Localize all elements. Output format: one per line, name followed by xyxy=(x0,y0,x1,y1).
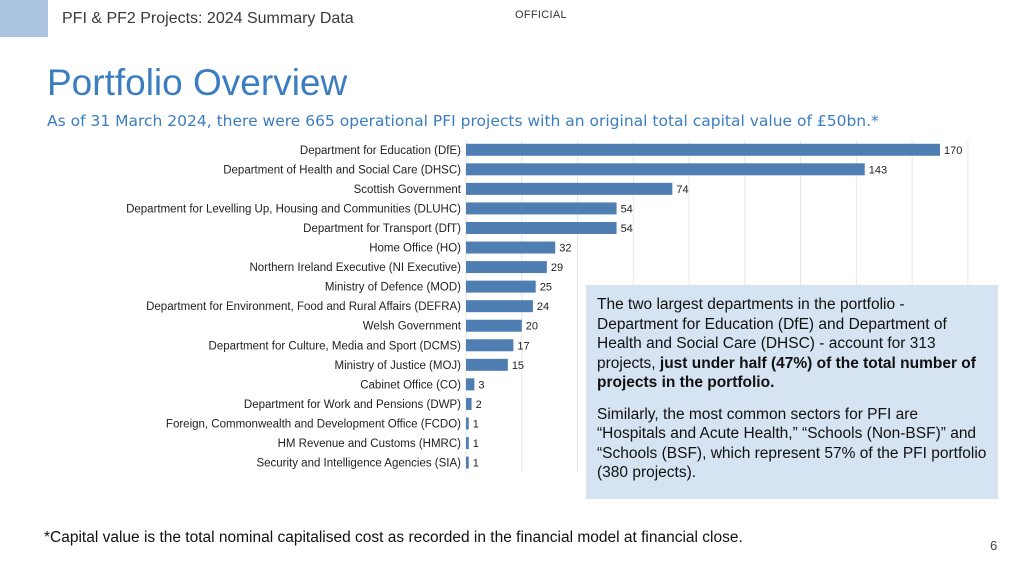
bar xyxy=(466,319,522,332)
category-label: Welsh Government xyxy=(363,321,462,333)
category-label: Cabinet Office (CO) xyxy=(360,379,461,391)
header-title: PFI & PF2 Projects: 2024 Summary Data xyxy=(62,10,354,27)
bar-value-label: 1 xyxy=(473,438,479,450)
callout-paragraph-1: The two largest departments in the portf… xyxy=(597,295,987,393)
bar-value-label: 20 xyxy=(526,321,538,333)
category-label: Department of Health and Social Care (DH… xyxy=(223,164,461,176)
category-label: HM Revenue and Customs (HMRC) xyxy=(278,438,462,450)
category-label: Security and Intelligence Agencies (SIA) xyxy=(256,458,461,470)
header-accent-block xyxy=(0,0,48,37)
bar-value-label: 1 xyxy=(473,458,479,470)
bar-value-label: 32 xyxy=(559,243,571,255)
category-label: Home Office (HO) xyxy=(369,243,461,255)
bar-value-label: 1 xyxy=(473,418,479,430)
bar xyxy=(466,417,469,430)
category-label: Department for Transport (DfT) xyxy=(303,223,461,235)
bar xyxy=(466,358,508,371)
bar xyxy=(466,241,556,254)
callout-paragraph-1-text: The two largest departments in the portf… xyxy=(597,296,947,372)
bar-value-label: 2 xyxy=(476,399,482,411)
bar-value-label: 25 xyxy=(540,282,552,294)
category-label: Ministry of Defence (MOD) xyxy=(325,282,461,294)
bar xyxy=(466,261,547,274)
category-label: Northern Ireland Executive (NI Executive… xyxy=(249,262,461,274)
page-title: Portfolio Overview xyxy=(47,62,348,103)
category-label: Department for Environment, Food and Rur… xyxy=(146,301,461,313)
bar-value-label: 143 xyxy=(869,164,887,176)
category-label: Department for Work and Pensions (DWP) xyxy=(244,399,461,411)
classification-label: OFFICIAL xyxy=(515,9,567,21)
bar-value-label: 24 xyxy=(537,301,549,313)
callout-paragraph-2: Similarly, the most common sectors for P… xyxy=(597,405,987,482)
bar xyxy=(466,397,472,410)
callout-paragraph-1-bold: just under half (47%) of the total numbe… xyxy=(597,354,976,392)
bar xyxy=(466,221,617,234)
bar-value-label: 29 xyxy=(551,262,563,274)
category-label: Scottish Government xyxy=(354,184,462,196)
bar xyxy=(466,339,514,352)
category-label: Foreign, Commonwealth and Development Of… xyxy=(166,418,461,430)
bar xyxy=(466,300,533,313)
bar-value-label: 170 xyxy=(944,145,962,157)
category-label: Department for Education (DfE) xyxy=(300,145,461,157)
footnote: *Capital value is the total nominal capi… xyxy=(44,529,743,546)
bar-value-label: 54 xyxy=(621,223,633,235)
category-label: Department for Levelling Up, Housing and… xyxy=(126,203,461,215)
page-subtitle: As of 31 March 2024, there were 665 oper… xyxy=(47,112,879,130)
bar-value-label: 17 xyxy=(517,340,529,352)
bar-value-label: 74 xyxy=(676,184,688,196)
bar xyxy=(466,280,536,293)
bar xyxy=(466,456,469,469)
bar xyxy=(466,437,469,450)
bar xyxy=(466,182,673,195)
bar-value-label: 3 xyxy=(478,379,484,391)
category-label: Department for Culture, Media and Sport … xyxy=(209,340,462,352)
bar xyxy=(466,163,865,176)
bar xyxy=(466,143,940,156)
bar xyxy=(466,202,617,215)
bar-chart: Department for Education (DfE) 170 Departm… xyxy=(126,140,969,473)
bar-value-label: 15 xyxy=(512,360,524,372)
bar-value-label: 54 xyxy=(621,203,633,215)
category-label: Ministry of Justice (MOJ) xyxy=(334,360,461,372)
callout-box: The two largest departments in the portf… xyxy=(586,285,998,499)
page-number: 6 xyxy=(990,538,998,553)
bar xyxy=(466,378,475,391)
